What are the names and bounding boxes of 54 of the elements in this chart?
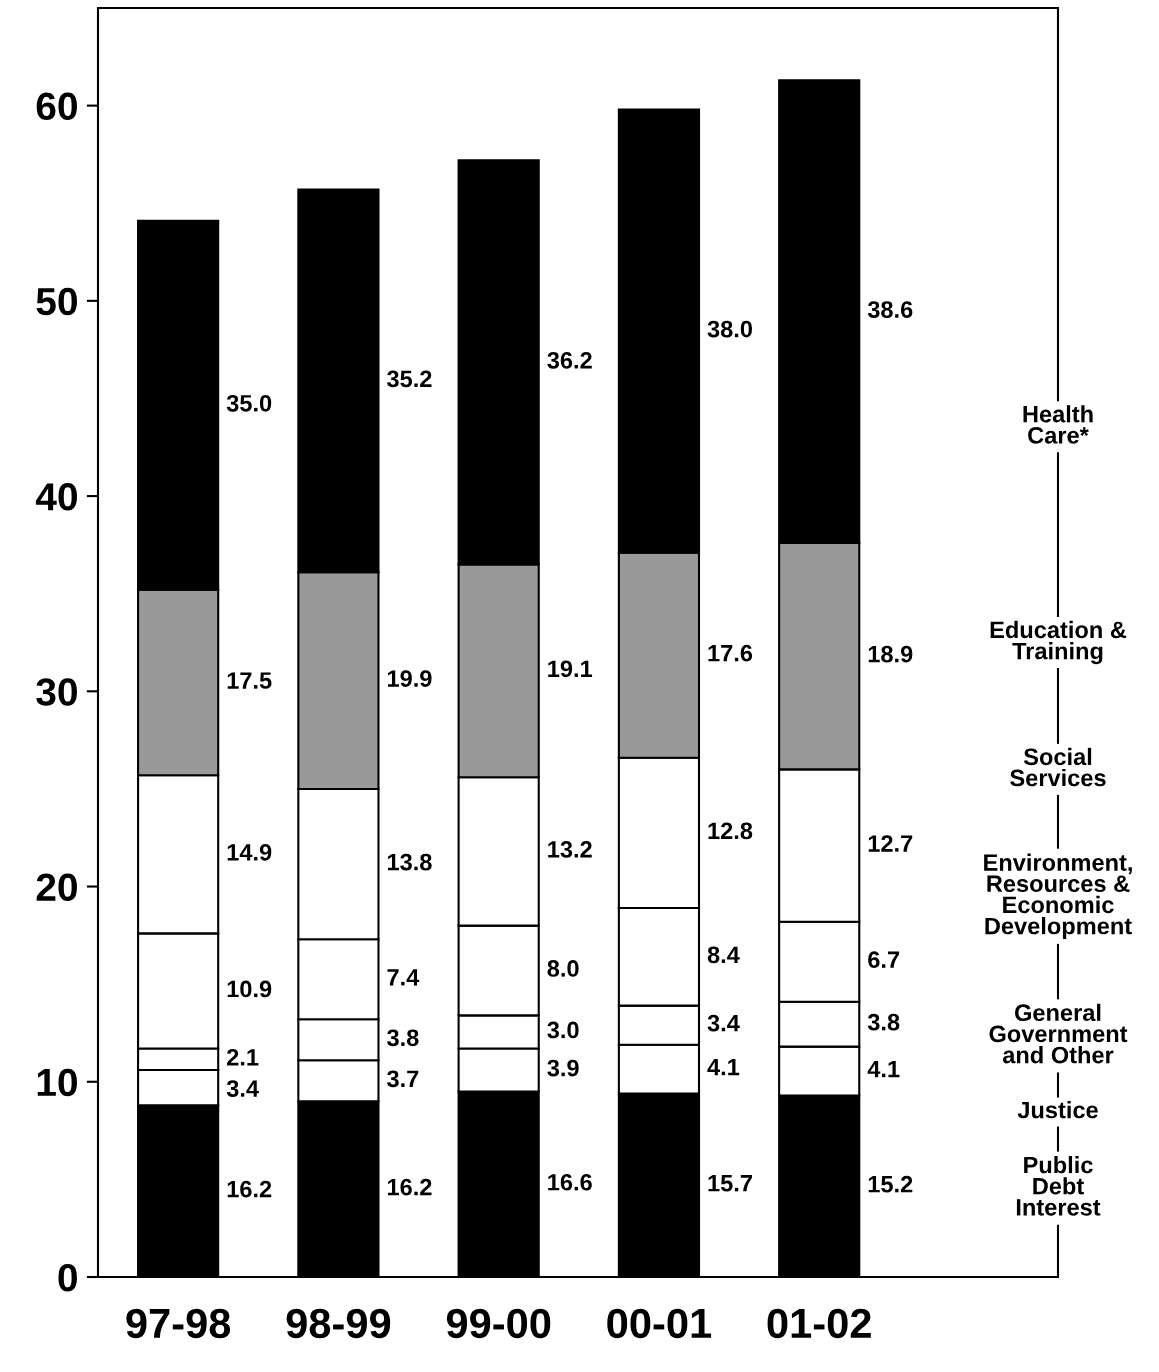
annotation: 36.2: [547, 351, 592, 369]
annotation: 12.8: [708, 822, 753, 840]
y-tick-label: 30: [36, 678, 77, 706]
annotation: 3.8: [387, 1029, 419, 1047]
annotation: 6.7: [868, 951, 900, 969]
legend-label: General Government and Other: [989, 1003, 1128, 1064]
annotation: 3.8: [867, 1013, 900, 1031]
annotation: 19.9: [387, 670, 432, 687]
annotation: 38.6: [867, 301, 913, 318]
annotation: 3.7: [387, 1070, 419, 1088]
x-tick-label: 97-98: [126, 1308, 231, 1339]
annotation: 16.2: [387, 1178, 432, 1196]
y-tick-label: 20: [36, 873, 77, 902]
annotation: 13.2: [548, 841, 592, 858]
y-tick-label: 50: [36, 287, 77, 316]
annotation: 3.4: [707, 1014, 740, 1032]
annotation: 38.0: [707, 320, 752, 338]
annotation: 10.9: [227, 980, 272, 998]
annotation: 18.9: [868, 645, 913, 663]
annotation: 16.6: [548, 1173, 592, 1191]
annotation: 4.1: [707, 1058, 740, 1076]
text: Education & Training: [990, 620, 1127, 665]
annotation: 8.0: [547, 960, 579, 977]
annotation: 35.2: [387, 370, 432, 388]
annotation: 3.9: [547, 1059, 579, 1077]
annotation: 17.6: [708, 644, 753, 662]
annotation: 17.5: [227, 672, 272, 689]
x-tick-label: 01-02: [767, 1308, 871, 1339]
annotation: 4.1: [867, 1060, 900, 1078]
annotation: 2.1: [227, 1048, 259, 1066]
annotation: 19.1: [548, 660, 593, 678]
y-tick-label: 40: [35, 483, 77, 511]
annotation: 3.0: [547, 1021, 579, 1039]
annotation: 35.0: [226, 394, 272, 412]
text: Social Services: [1010, 747, 1106, 787]
annotation: 15.2: [868, 1175, 913, 1193]
x-tick-label: 98-99: [286, 1308, 391, 1339]
x-tick-label: 99-00: [446, 1308, 551, 1339]
y-tick-label: 60: [36, 92, 77, 121]
y-tick-label: 10: [37, 1068, 77, 1097]
text: Health Care*: [1023, 405, 1093, 444]
annotation: 16.2: [227, 1180, 272, 1198]
annotation: 12.7: [868, 835, 913, 852]
legend-label: Justice: [1017, 1101, 1098, 1119]
annotation: 3.4: [226, 1080, 259, 1097]
annotation: 14.9: [227, 843, 272, 861]
x-tick-label: 00-01: [607, 1308, 712, 1339]
annotation: 15.7: [708, 1175, 752, 1192]
legend-label: Environment, Resources & Economic Development: [984, 853, 1132, 940]
legend-label: Public Debt Interest: [1016, 1156, 1101, 1216]
annotation: 8.4: [707, 946, 740, 964]
annotation: 13.8: [387, 853, 432, 871]
y-tick-label: 0: [58, 1263, 77, 1292]
annotation: 7.4: [387, 969, 420, 986]
